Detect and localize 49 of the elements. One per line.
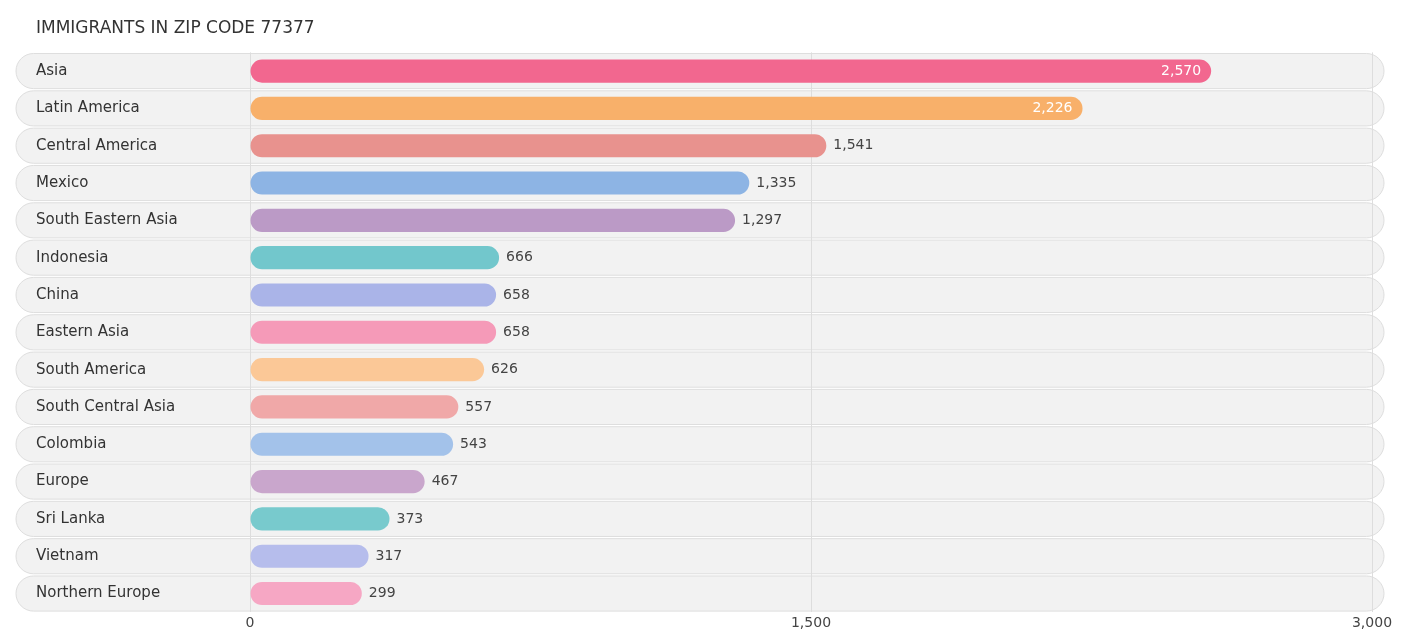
bar: [250, 544, 369, 568]
bar: [250, 358, 485, 382]
data-label: 1,297: [742, 210, 783, 227]
y-tick-label: Indonesia: [36, 247, 109, 266]
bar: [250, 96, 1083, 120]
bar: [250, 246, 500, 270]
data-label: 317: [375, 546, 403, 563]
chart-title: IMMIGRANTS IN ZIP CODE 77377: [36, 16, 315, 37]
y-tick-label: Sri Lanka: [36, 508, 106, 527]
data-label: 299: [368, 584, 396, 601]
bar: [250, 59, 1212, 83]
data-label: 467: [431, 472, 459, 489]
data-label: 1,541: [833, 136, 874, 153]
bar: [250, 320, 497, 344]
y-tick-label: Europe: [36, 471, 89, 490]
x-tick-label: 0: [245, 614, 255, 631]
y-tick-label: South Central Asia: [36, 396, 176, 415]
bar: [250, 581, 362, 606]
x-tick-label: 3,000: [1351, 614, 1393, 631]
x-tick-label: 1,500: [790, 614, 832, 631]
bar: [250, 171, 750, 195]
data-label: 1,335: [756, 173, 797, 190]
data-label: 626: [491, 360, 518, 377]
y-tick-label: South America: [36, 359, 147, 378]
bar: [250, 283, 497, 307]
data-label: 373: [396, 509, 424, 526]
data-label: 666: [506, 248, 533, 265]
y-tick-label: Asia: [36, 60, 68, 79]
y-tick-label: Northern Europe: [36, 583, 161, 602]
y-tick-label: Central America: [36, 135, 158, 154]
data-label: 658: [503, 322, 530, 339]
data-label: 658: [503, 285, 530, 302]
data-label: 2,570: [1161, 61, 1202, 78]
y-tick-label: South Eastern Asia: [36, 210, 178, 229]
bar: [250, 432, 454, 456]
y-tick-label: Latin America: [36, 98, 140, 117]
data-label: 2,226: [1032, 99, 1073, 116]
data-label: 557: [465, 397, 493, 414]
data-label: 543: [460, 434, 487, 451]
y-tick-label: Colombia: [36, 434, 107, 453]
bar: [250, 470, 425, 494]
bar: [250, 507, 390, 531]
bar: [250, 208, 736, 232]
y-tick-label: China: [36, 284, 79, 303]
bar: [250, 395, 459, 419]
y-tick-label: Eastern Asia: [36, 322, 130, 341]
y-tick-label: Vietnam: [36, 546, 99, 565]
y-tick-label: Mexico: [36, 172, 89, 191]
bar: [250, 134, 827, 158]
